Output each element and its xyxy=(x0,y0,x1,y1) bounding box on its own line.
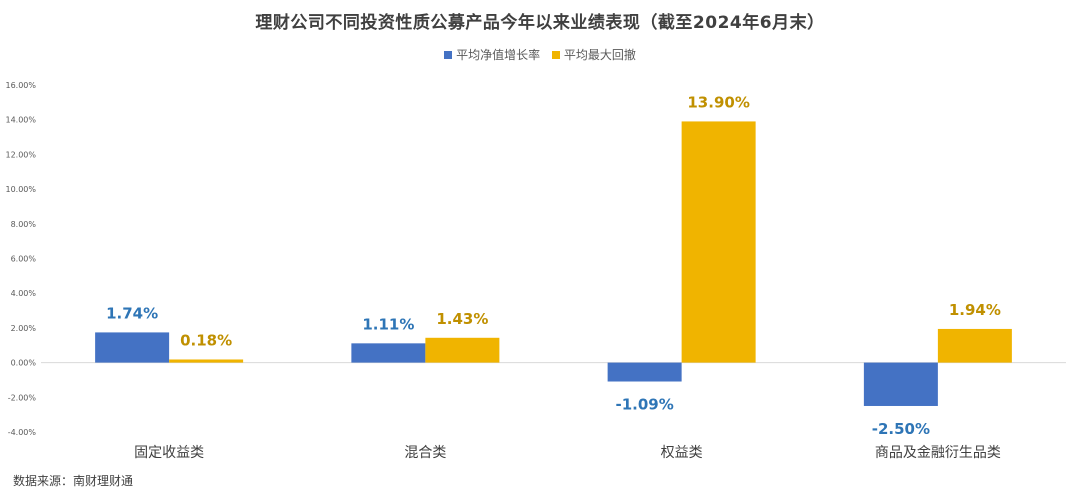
bar-1 xyxy=(863,362,938,406)
legend-swatch-series-2 xyxy=(551,50,560,59)
y-tick-label: 0.00% xyxy=(11,359,37,368)
legend-item-series-1: 平均净值增长率 xyxy=(444,46,540,63)
bar-2 xyxy=(169,359,244,363)
chart-title: 理财公司不同投资性质公募产品今年以来业绩表现（截至2024年6月末） xyxy=(255,13,825,33)
legend-label-series-1: 平均净值增长率 xyxy=(456,48,541,62)
y-tick-label: 2.00% xyxy=(11,324,37,333)
y-tick-label: -4.00% xyxy=(8,428,37,437)
data-label-2: 0.18% xyxy=(180,331,232,349)
data-label-1: 1.74% xyxy=(106,304,158,322)
bar-2 xyxy=(425,337,500,363)
y-tick-label: -2.00% xyxy=(8,393,37,402)
bar-1 xyxy=(95,332,170,363)
data-label-2: 13.90% xyxy=(687,93,749,111)
y-tick-label: 8.00% xyxy=(11,220,37,229)
y-tick-label: 6.00% xyxy=(11,255,37,264)
data-label-1: 1.11% xyxy=(362,315,414,333)
data-label-2: 1.94% xyxy=(949,301,1001,319)
y-tick-label: 16.00% xyxy=(5,81,36,90)
data-label-1: -1.09% xyxy=(615,396,673,414)
bar-1 xyxy=(607,362,682,382)
legend-label-series-2: 平均最大回撤 xyxy=(563,48,636,62)
data-label-1: -2.50% xyxy=(872,420,930,438)
x-category-label: 混合类 xyxy=(404,445,446,461)
x-category-label: 固定收益类 xyxy=(134,445,204,461)
chart-legend: 平均净值增长率 平均最大回撤 xyxy=(0,46,1080,63)
legend-item-series-2: 平均最大回撤 xyxy=(551,46,636,63)
legend-swatch-series-1 xyxy=(444,50,453,59)
data-label-2: 1.43% xyxy=(436,310,488,328)
x-category-label: 权益类 xyxy=(661,445,703,461)
x-category-label: 商品及金融衍生品类 xyxy=(875,445,1001,461)
bar-2 xyxy=(681,121,756,363)
y-tick-label: 10.00% xyxy=(5,185,36,194)
bar-2 xyxy=(937,328,1012,363)
bar-1 xyxy=(351,343,426,363)
y-tick-label: 12.00% xyxy=(5,150,36,159)
source-note: 数据来源：南财理财通 xyxy=(13,474,134,488)
y-tick-label: 4.00% xyxy=(11,289,37,298)
y-tick-label: 14.00% xyxy=(5,116,36,125)
